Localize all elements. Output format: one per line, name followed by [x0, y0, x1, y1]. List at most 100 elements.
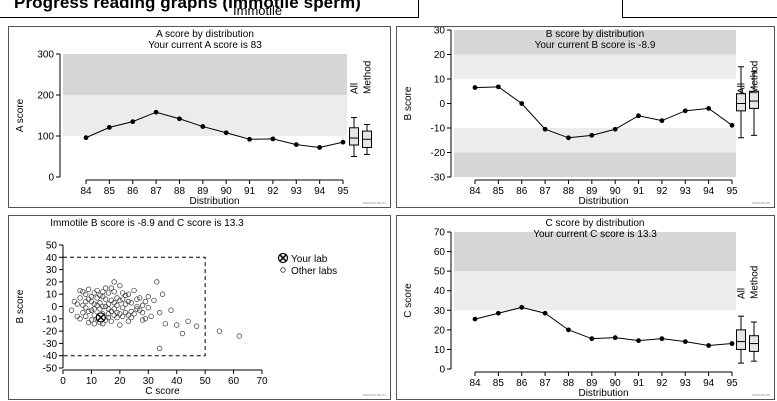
- data-point: [636, 113, 641, 119]
- other-lab-point: [142, 298, 149, 305]
- chart-svg: Immotile B score is -8.9 and C score is …: [15, 218, 386, 397]
- boxplot-label: Method: [363, 61, 374, 94]
- other-lab-point: [77, 287, 83, 294]
- other-lab-point: [139, 317, 146, 323]
- chart-title: A score by distribution: [156, 29, 254, 40]
- other-lab-point: [111, 289, 117, 295]
- other-lab-point: [154, 279, 160, 285]
- x-tick-label: 87: [151, 186, 163, 197]
- chart-title: Immotile B score is -8.9 and C score is …: [50, 218, 244, 229]
- x-tick-label: 88: [563, 378, 575, 389]
- other-lab-point: [193, 323, 200, 329]
- other-lab-point: [102, 285, 109, 291]
- data-point: [706, 106, 712, 111]
- legend-other-labs-marker: [280, 267, 286, 273]
- x-tick-label: 93: [680, 186, 692, 197]
- data-point: [472, 316, 478, 322]
- data-point: [519, 101, 525, 106]
- x-tick-label: 95: [726, 378, 738, 389]
- data-point: [223, 130, 229, 136]
- x-tick-label: 40: [171, 376, 183, 387]
- chart-subtitle: Your current B score is -8.9: [535, 40, 656, 51]
- x-tick-label: 87: [540, 186, 552, 197]
- other-lab-point: [74, 313, 80, 319]
- y-tick-label: 10: [434, 345, 446, 356]
- other-lab-point: [83, 291, 89, 297]
- footnote: FARS(AR 08)771: [363, 201, 387, 205]
- data-point: [589, 132, 595, 138]
- other-lab-point: [77, 295, 83, 301]
- x-tick-label: 90: [221, 186, 233, 197]
- other-lab-point: [151, 297, 157, 303]
- data-point: [106, 124, 112, 130]
- other-lab-point: [174, 322, 180, 328]
- other-lab-point: [71, 298, 78, 305]
- y-tick-label: 20: [46, 277, 58, 288]
- report-header: Progress reading graphs (Immotile sperm)…: [0, 0, 777, 20]
- other-lab-point: [111, 300, 117, 306]
- y-tick-label: 10: [46, 290, 58, 301]
- x-tick-label: 85: [493, 186, 505, 197]
- other-lab-point: [108, 318, 114, 324]
- data-point: [153, 109, 159, 115]
- x-tick-label: 84: [469, 186, 481, 197]
- other-lab-point: [120, 305, 126, 311]
- other-lab-point: [125, 291, 132, 297]
- b-score-panel: B score by distribution Your current B sc…: [396, 26, 775, 208]
- other-lab-point: [125, 318, 132, 324]
- other-lab-point: [102, 303, 109, 310]
- boxplot-label: Method: [750, 61, 761, 94]
- other-lab-point: [157, 345, 163, 351]
- chart-title: C score by distribution: [546, 218, 645, 229]
- other-lab-point: [88, 298, 95, 305]
- boxplot-label: All: [737, 83, 748, 94]
- y-tick-label: -20: [43, 327, 58, 338]
- x-tick-label: 30: [143, 376, 155, 387]
- header-divider-right: [622, 0, 623, 18]
- data-point: [682, 339, 688, 344]
- data-point: [636, 338, 641, 344]
- other-lab-point: [91, 306, 97, 312]
- x-tick-label: 91: [244, 186, 256, 197]
- x-tick-label: 60: [228, 376, 240, 387]
- data-point: [130, 119, 136, 125]
- boxplot-label: All: [737, 288, 748, 299]
- x-tick-label: 50: [200, 376, 212, 387]
- footnote: FARS(AR 08): [752, 393, 770, 397]
- other-lab-point: [139, 302, 146, 308]
- acceptance-limit-box: [62, 256, 206, 357]
- x-axis-title: Distribution: [189, 196, 239, 207]
- other-lab-point: [68, 307, 75, 313]
- other-lab-point: [94, 302, 100, 308]
- reference-band: [454, 54, 736, 79]
- x-tick-label: 89: [586, 186, 598, 197]
- other-lab-point: [100, 303, 106, 310]
- x-tick-label: 85: [104, 186, 116, 197]
- other-lab-point: [179, 330, 186, 337]
- other-lab-point: [157, 309, 163, 316]
- data-point: [589, 336, 595, 342]
- a-score-panel: A score by distribution Your current A sc…: [8, 26, 391, 208]
- other-lab-point: [117, 297, 123, 303]
- data-point: [659, 336, 665, 342]
- reference-band: [454, 152, 736, 177]
- data-point: [247, 136, 252, 142]
- x-tick-label: 94: [314, 186, 326, 197]
- other-lab-point: [125, 298, 132, 305]
- y-tick-label: 20: [434, 50, 446, 61]
- data-point: [293, 142, 299, 148]
- other-lab-point: [114, 302, 120, 308]
- data-point: [542, 310, 548, 316]
- other-lab-point: [159, 291, 166, 297]
- other-lab-point: [122, 301, 129, 307]
- x-tick-label: 0: [60, 376, 66, 387]
- other-lab-point: [88, 294, 95, 300]
- other-lab-point: [168, 307, 174, 313]
- boxplot-label: Method: [750, 266, 761, 299]
- x-tick-label: 92: [656, 378, 668, 389]
- x-tick-label: 91: [633, 378, 645, 389]
- other-lab-point: [102, 296, 109, 302]
